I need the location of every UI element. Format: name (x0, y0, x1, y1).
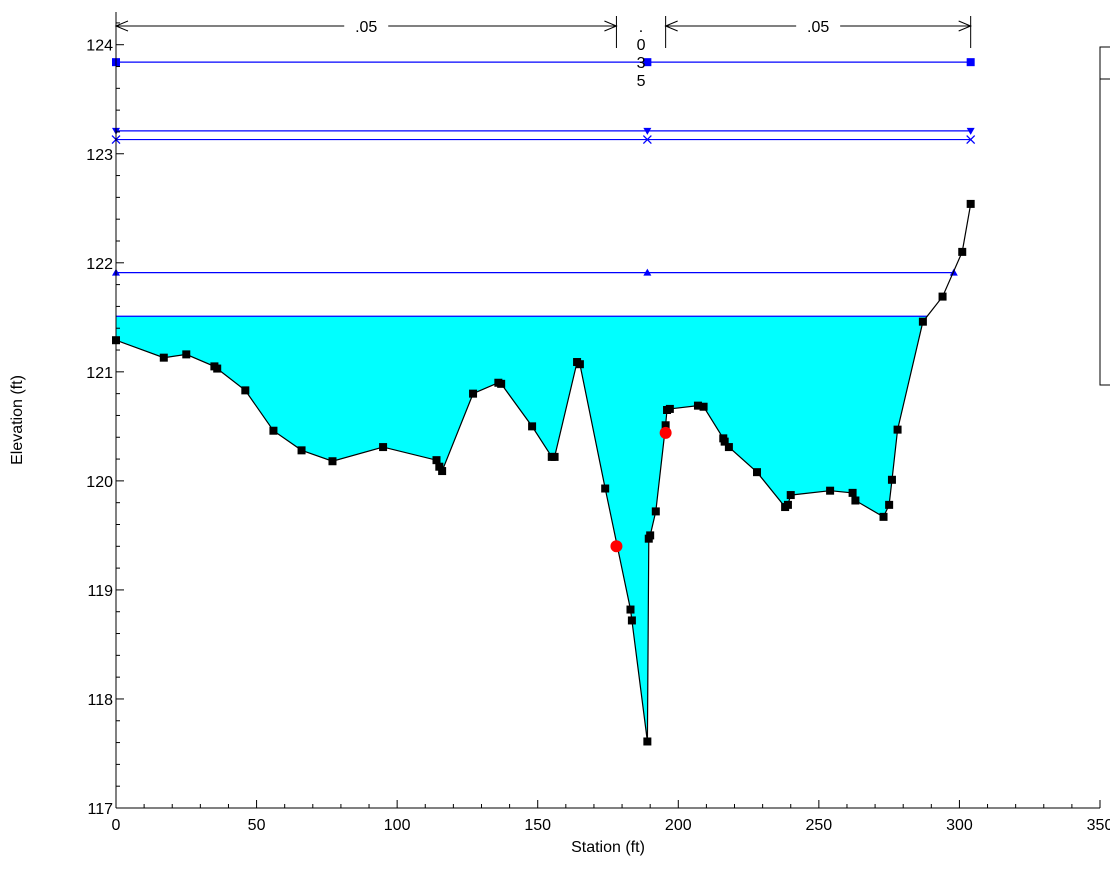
ground-point (661, 421, 670, 430)
ground-point (753, 468, 762, 477)
manning-n-label: 0 (637, 37, 646, 54)
level-marker (643, 58, 652, 67)
ground-point (528, 422, 537, 431)
ground-point (328, 457, 337, 466)
x-tick-label: 250 (806, 817, 833, 834)
manning-n-arrowhead (958, 20, 972, 32)
ground-point (432, 456, 441, 465)
y-tick-label: 124 (86, 38, 113, 55)
x-tick-label: 50 (248, 817, 266, 834)
water-fill (116, 316, 928, 742)
ground-point (879, 512, 888, 521)
ground-point (627, 616, 636, 625)
manning-n-label: . (639, 19, 643, 36)
ground-point (643, 737, 652, 746)
ground-point (958, 247, 967, 256)
manning-n-arrowhead (664, 20, 678, 32)
y-tick-label: 121 (86, 365, 113, 382)
ground-point (159, 353, 168, 362)
level-marker (966, 127, 975, 135)
ground-point (665, 404, 674, 413)
ground-point (693, 401, 702, 410)
manning-n-label: 3 (637, 55, 646, 72)
ground-point (575, 360, 584, 369)
ground-point (213, 364, 222, 373)
y-tick-label: 122 (86, 256, 113, 273)
legend-box (1099, 46, 1110, 386)
x-tick-label: 150 (524, 817, 551, 834)
manning-n-arrowhead (604, 20, 618, 32)
manning-n-label: .05 (355, 19, 377, 36)
ground-point (887, 475, 896, 484)
ground-point (601, 484, 610, 493)
ground-point (885, 500, 894, 509)
ground-point (269, 426, 278, 435)
ground-point (646, 531, 655, 540)
legend-frame (1099, 46, 1110, 386)
ground-point (783, 500, 792, 509)
x-tick-label: 200 (665, 817, 692, 834)
ground-point (182, 350, 191, 359)
y-tick-label: 123 (86, 147, 113, 164)
ground-point (497, 379, 506, 388)
x-tick-label: 0 (112, 817, 121, 834)
x-tick-label: 100 (384, 817, 411, 834)
y-tick-label: 120 (86, 474, 113, 491)
y-tick-label: 117 (87, 801, 113, 818)
bank-station-marker (610, 540, 623, 553)
manning-n-label: .05 (807, 19, 829, 36)
ground-point (851, 496, 860, 505)
ground-point (720, 437, 729, 446)
ground-point (786, 491, 795, 500)
manning-n-label: 5 (637, 73, 646, 90)
level-marker (643, 268, 652, 276)
ground-point (550, 452, 559, 461)
ground-point (438, 467, 447, 476)
ground-point (699, 402, 708, 411)
bank-station-marker (659, 426, 672, 439)
x-tick-label: 300 (946, 817, 973, 834)
ground-point (435, 462, 444, 471)
ground-point (297, 446, 306, 455)
plot-area: .05.035 .05 (111, 16, 976, 746)
ground-point (469, 389, 478, 398)
y-tick-label: 119 (87, 583, 113, 600)
level-marker (966, 58, 975, 67)
level-marker (643, 127, 652, 135)
ground-point (241, 386, 250, 395)
level-marker (966, 135, 976, 145)
ground-point (826, 486, 835, 495)
ground-point (918, 317, 927, 326)
ground-point (938, 292, 947, 301)
axes: 0 50 100 150 200 250 300 3501171181191201211221… (86, 12, 1110, 834)
ground-point (966, 199, 975, 208)
x-axis-title: Station (ft) (571, 839, 645, 856)
ground-point (379, 443, 388, 452)
ground-point (848, 488, 857, 497)
y-axis-title: Elevation (ft) (9, 375, 26, 465)
ground-point (893, 425, 902, 434)
x-tick-label: 350 (1087, 817, 1110, 834)
ground-point (626, 605, 635, 614)
level-marker (642, 135, 652, 145)
y-tick-label: 118 (87, 692, 113, 709)
ground-point (651, 507, 660, 516)
ground-point (724, 443, 733, 452)
